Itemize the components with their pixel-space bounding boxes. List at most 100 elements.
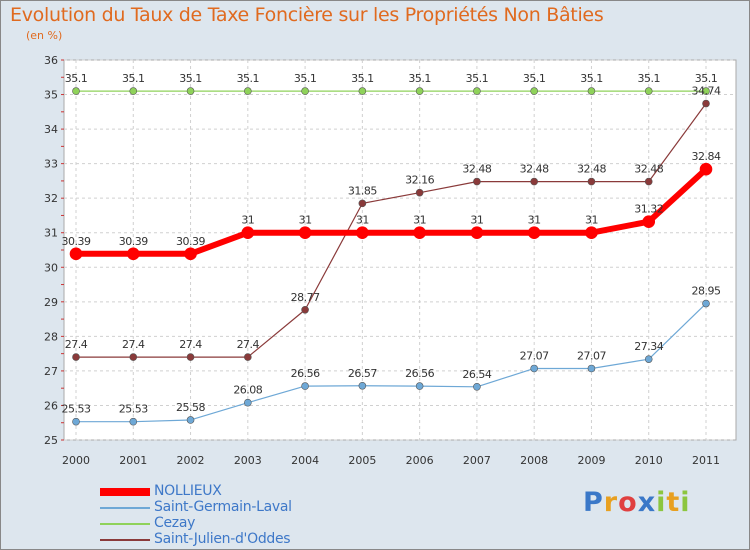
x-tick-label: 2008 xyxy=(520,454,548,467)
data-label: 31.32 xyxy=(634,203,663,216)
data-label: 35.1 xyxy=(179,72,202,85)
y-tick-label: 35 xyxy=(44,89,58,102)
data-label: 26.56 xyxy=(291,367,320,380)
data-point xyxy=(473,87,481,95)
data-label: 32.48 xyxy=(577,163,606,176)
data-label: 27.4 xyxy=(65,338,88,351)
logo-letter: i xyxy=(680,487,691,518)
data-point xyxy=(702,99,710,108)
data-point xyxy=(301,305,309,314)
data-label: 31 xyxy=(299,214,312,227)
data-label: 34.74 xyxy=(692,85,721,98)
data-label: 32.16 xyxy=(405,174,434,187)
data-point xyxy=(644,355,653,363)
data-label: 35.1 xyxy=(122,72,145,85)
data-point xyxy=(644,87,653,95)
data-label: 35.1 xyxy=(466,72,489,85)
data-point xyxy=(184,247,197,261)
data-label: 32.48 xyxy=(462,163,491,176)
y-tick-label: 27 xyxy=(44,365,58,378)
data-point xyxy=(470,226,484,240)
data-label: 35.1 xyxy=(294,72,317,85)
x-tick-label: 2009 xyxy=(577,454,605,467)
data-label: 35.1 xyxy=(351,72,374,85)
data-point xyxy=(473,382,481,391)
data-label: 26.57 xyxy=(348,367,377,380)
series-saint-germain-laval: 25.53 25.53 25.58 26.08 26.56 26.57 26.56 26.54… xyxy=(62,285,721,426)
data-label: 31 xyxy=(241,214,254,227)
data-label: 27.4 xyxy=(179,338,202,351)
data-label: 31 xyxy=(413,214,426,227)
data-label: 35.1 xyxy=(637,72,660,85)
data-point xyxy=(530,87,538,95)
data-point xyxy=(241,226,255,240)
data-label: 30.39 xyxy=(62,235,91,248)
data-point xyxy=(415,87,424,95)
data-point xyxy=(585,226,598,240)
x-tick-label: 2011 xyxy=(692,454,720,467)
data-label: 30.39 xyxy=(176,235,205,248)
data-point xyxy=(642,215,656,228)
series-saint-julien-d-oddes: 27.4 27.4 27.4 27.4 28.77 31.85 32.16 32.48 32.4… xyxy=(65,85,721,361)
data-point xyxy=(129,353,138,361)
legend-label: Saint-Julien-d'Oddes xyxy=(154,531,291,547)
data-label: 31 xyxy=(470,214,483,227)
series-line xyxy=(76,166,709,257)
legend-swatch xyxy=(100,523,150,525)
data-label: 27.4 xyxy=(237,338,260,351)
series-line xyxy=(76,303,707,423)
data-point xyxy=(186,353,195,361)
data-label: 32.48 xyxy=(634,163,663,176)
logo-letter: x xyxy=(637,487,657,518)
data-point xyxy=(126,247,140,261)
logo-letter: r xyxy=(603,487,619,518)
data-label: 30.39 xyxy=(119,235,148,248)
data-point xyxy=(587,177,596,186)
y-axis-unit-label: (en %) xyxy=(26,29,63,42)
chart-title: Evolution du Taux de Taxe Foncière sur l… xyxy=(10,4,604,26)
data-point xyxy=(72,417,80,426)
data-label: 31 xyxy=(528,214,541,227)
legend-label: NOLLIEUX xyxy=(154,483,222,499)
x-tick-label: 2007 xyxy=(463,454,491,467)
data-label: 35.1 xyxy=(408,72,431,85)
logo-letter: t xyxy=(666,487,681,518)
data-point xyxy=(301,382,309,390)
data-label: 35.1 xyxy=(523,72,546,85)
data-label: 35.1 xyxy=(65,72,88,85)
y-tick-label: 30 xyxy=(44,261,58,274)
data-point xyxy=(702,87,710,95)
data-label: 32.84 xyxy=(692,150,721,163)
data-label: 31 xyxy=(585,214,598,227)
y-tick-label: 33 xyxy=(44,158,58,171)
data-point xyxy=(301,87,309,95)
y-tick-label: 31 xyxy=(44,227,58,240)
data-point xyxy=(530,177,538,186)
data-point xyxy=(358,199,367,208)
legend-swatch xyxy=(100,507,150,509)
data-point xyxy=(298,226,312,240)
data-point xyxy=(644,177,653,186)
x-tick-label: 2010 xyxy=(635,454,663,467)
data-point xyxy=(699,162,713,176)
data-point xyxy=(358,87,367,95)
data-label: 25.53 xyxy=(62,403,91,416)
series-cezay: 35.1 35.1 35.1 35.1 35.1 35.1 35.1 35.1 35.1 35.1… xyxy=(65,72,718,95)
data-label: 27.34 xyxy=(634,340,663,353)
data-point xyxy=(702,299,710,308)
data-label: 28.77 xyxy=(291,291,320,304)
data-label: 27.07 xyxy=(520,349,549,362)
data-label: 28.95 xyxy=(692,285,721,298)
x-tick-label: 2000 xyxy=(62,454,90,467)
plot-area xyxy=(63,59,737,441)
data-point xyxy=(587,364,596,373)
proxiti-logo: Proxiti xyxy=(583,487,691,518)
legend-label: Saint-Germain-Laval xyxy=(154,499,292,515)
data-label: 35.1 xyxy=(695,72,718,85)
data-point xyxy=(69,247,83,261)
data-point xyxy=(473,177,481,186)
series-line xyxy=(76,103,707,358)
data-point xyxy=(244,398,252,407)
y-tick-label: 34 xyxy=(44,123,58,136)
